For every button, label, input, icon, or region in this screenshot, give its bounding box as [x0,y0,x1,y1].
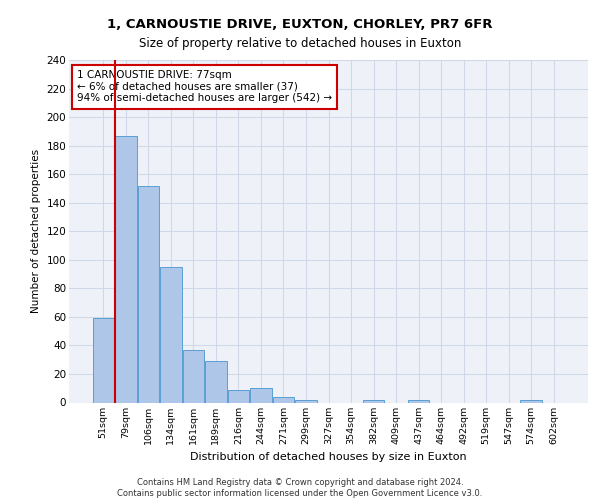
Bar [205,361,227,403]
Text: 1 CARNOUSTIE DRIVE: 77sqm
← 6% of detached houses are smaller (37)
94% of semi-d: 1 CARNOUSTIE DRIVE: 77sqm ← 6% of detach… [77,70,332,104]
Bar [228,390,249,402]
Text: 1, CARNOUSTIE DRIVE, EUXTON, CHORLEY, PR7 6FR: 1, CARNOUSTIE DRIVE, EUXTON, CHORLEY, PR… [107,18,493,30]
Bar [92,318,114,402]
X-axis label: Distribution of detached houses by size in Euxton: Distribution of detached houses by size … [190,452,467,462]
Bar [182,350,204,403]
Text: Size of property relative to detached houses in Euxton: Size of property relative to detached ho… [139,38,461,51]
Bar [295,400,317,402]
Bar [115,136,137,402]
Text: Contains HM Land Registry data © Crown copyright and database right 2024.
Contai: Contains HM Land Registry data © Crown c… [118,478,482,498]
Bar [273,397,294,402]
Bar [363,400,384,402]
Y-axis label: Number of detached properties: Number of detached properties [31,149,41,314]
Bar [160,267,182,402]
Bar [250,388,272,402]
Bar [408,400,429,402]
Bar [137,186,159,402]
Bar [520,400,542,402]
